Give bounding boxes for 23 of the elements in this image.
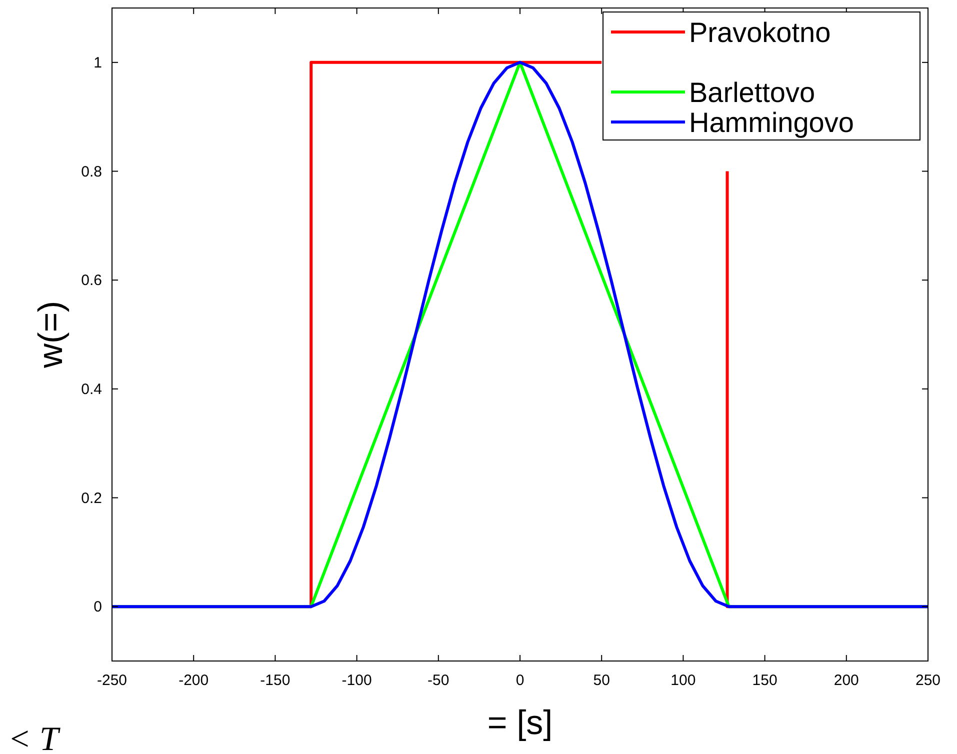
legend-label: Barlettovo [689, 77, 816, 108]
x-tick-label: 250 [915, 672, 941, 689]
x-axis-title: = [s] [487, 704, 553, 742]
y-tick-label: 1 [94, 54, 102, 72]
y-tick-label: 0.6 [81, 272, 102, 290]
text: < T [8, 721, 60, 754]
x-tick-label: -200 [178, 672, 209, 689]
y-tick-label: 0.4 [81, 380, 102, 398]
x-tick-label: -250 [96, 672, 128, 689]
y-axis-title: w(=) [32, 300, 70, 370]
y-tick-label: 0.8 [81, 163, 102, 180]
x-tick-label: -50 [428, 672, 450, 689]
y-tick-label: 0 [94, 598, 102, 616]
x-tick-label: 200 [834, 672, 859, 689]
x-tick-label: -150 [260, 672, 290, 689]
x-tick-label: 150 [752, 672, 778, 689]
x-tick-label: -100 [342, 672, 372, 689]
x-tick-label: 50 [593, 672, 610, 689]
legend-label: Pravokotno [689, 17, 831, 48]
x-tick-label: 0 [516, 672, 524, 689]
x-tick-label: 100 [670, 672, 696, 689]
y-tick-label: 0.2 [81, 490, 102, 507]
legend-label: Hammingovo [689, 107, 854, 138]
